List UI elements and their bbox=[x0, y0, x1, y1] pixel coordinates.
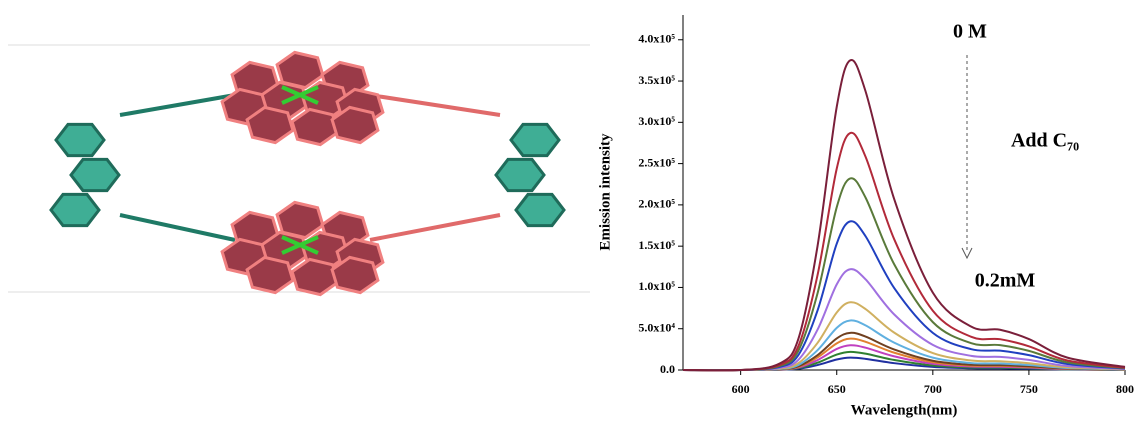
linker bbox=[120, 95, 235, 115]
y-tick-label: 4.0x10⁵ bbox=[638, 32, 675, 46]
y-tick-label: 1.0x10⁵ bbox=[638, 279, 675, 293]
linker bbox=[370, 215, 500, 240]
ring bbox=[51, 194, 99, 225]
y-tick-label: 2.0x10⁵ bbox=[638, 197, 675, 211]
y-tick-label: 3.5x10⁵ bbox=[638, 73, 675, 87]
annotation: 0.2mM bbox=[975, 270, 1036, 292]
molecule-illustration bbox=[8, 45, 590, 295]
ring bbox=[511, 124, 559, 155]
x-tick-label: 600 bbox=[732, 382, 750, 396]
annotation: 0 M bbox=[953, 21, 987, 43]
ring bbox=[292, 259, 338, 294]
y-tick-label: 2.5x10⁵ bbox=[638, 155, 675, 169]
x-tick-label: 800 bbox=[1116, 382, 1134, 396]
y-tick-label: 3.0x10⁵ bbox=[638, 114, 675, 128]
x-tick-label: 750 bbox=[1020, 382, 1038, 396]
y-tick-label: 0.0 bbox=[660, 362, 675, 376]
y-axis-label: Emission intensity bbox=[597, 133, 613, 251]
emission-curve bbox=[683, 178, 1125, 370]
x-axis-label: Wavelength(nm) bbox=[851, 402, 958, 418]
annotation: Add C₇₀ bbox=[1011, 130, 1079, 152]
linker bbox=[370, 95, 500, 115]
ring bbox=[496, 159, 544, 190]
ring bbox=[292, 109, 338, 144]
figure: Wavelength(nm) Emission intensity 0 M Ad… bbox=[0, 0, 1140, 424]
emission-curve bbox=[683, 133, 1125, 371]
ring bbox=[516, 194, 564, 225]
y-tick-label: 5.0x10⁴ bbox=[638, 320, 675, 334]
ring bbox=[56, 124, 104, 155]
x-tick-label: 700 bbox=[924, 382, 942, 396]
ring bbox=[71, 159, 119, 190]
linker bbox=[120, 215, 235, 240]
x-tick-label: 650 bbox=[828, 382, 846, 396]
y-tick-label: 1.5x10⁵ bbox=[638, 238, 675, 252]
